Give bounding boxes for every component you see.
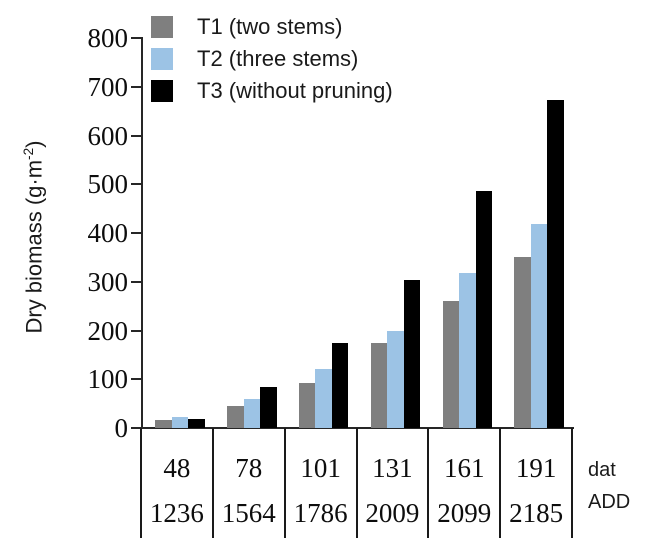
t3-swatch-icon bbox=[151, 80, 173, 102]
bar-series2-group4 bbox=[387, 330, 404, 428]
bar-series1-group3 bbox=[298, 382, 316, 428]
ADD-value-cell: 2009 bbox=[365, 498, 420, 528]
dat-value-cell: 48 bbox=[163, 453, 191, 483]
y-tick-label: 300 bbox=[87, 266, 129, 297]
column-divider bbox=[211, 428, 214, 538]
add-row-label: ADD bbox=[588, 491, 631, 513]
y-tick-label: 100 bbox=[87, 364, 129, 395]
y-axis-title-close-paren: ) bbox=[21, 140, 47, 148]
y-tick-mark bbox=[131, 427, 141, 429]
t1-swatch-icon bbox=[151, 16, 173, 38]
y-tick-mark bbox=[131, 378, 141, 381]
bar-series2-group6 bbox=[530, 223, 548, 428]
bar-series3-group1 bbox=[188, 418, 205, 428]
y-tick-mark bbox=[131, 280, 141, 283]
y-axis-line bbox=[141, 37, 143, 429]
ADD-value-cell: 1786 bbox=[293, 498, 348, 528]
bar-series2-group5 bbox=[459, 272, 476, 428]
legend-item-t1: T1 (two stems) bbox=[151, 16, 393, 38]
ADD-value-cell: 1564 bbox=[221, 498, 276, 528]
dat-value-cell: 101 bbox=[300, 453, 341, 483]
dat-row-label: dat bbox=[588, 459, 616, 481]
y-axis-title-superscript: -2 bbox=[21, 147, 36, 160]
y-tick-mark bbox=[131, 85, 141, 88]
legend-label-t3: T3 (without pruning) bbox=[197, 78, 393, 103]
legend-item-t2: T2 (three stems) bbox=[151, 48, 393, 70]
y-tick-label: 500 bbox=[87, 169, 129, 200]
bar-series1-group5 bbox=[442, 300, 459, 428]
y-tick-mark bbox=[131, 329, 141, 332]
y-tick-label: 0 bbox=[114, 413, 129, 443]
bar-series1-group4 bbox=[370, 342, 388, 428]
t2-swatch-icon bbox=[151, 48, 173, 70]
bar-series1-group2 bbox=[227, 405, 244, 428]
column-divider bbox=[499, 428, 502, 538]
y-tick-label: 600 bbox=[87, 120, 129, 151]
bar-series2-group1 bbox=[171, 416, 189, 428]
y-tick-mark bbox=[131, 134, 141, 137]
y-tick-label: 700 bbox=[87, 71, 129, 102]
dat-value-cell: 78 bbox=[235, 453, 263, 483]
legend-item-t3: T3 (without pruning) bbox=[151, 80, 393, 102]
bar-series1-group6 bbox=[514, 257, 531, 428]
column-divider bbox=[283, 428, 286, 538]
y-tick-label: 400 bbox=[87, 218, 129, 248]
dat-value-cell: 191 bbox=[515, 453, 557, 483]
bar-series1-group1 bbox=[155, 419, 172, 428]
y-tick-label: 200 bbox=[87, 315, 129, 346]
bar-series3-group3 bbox=[331, 343, 349, 428]
ADD-value-cell: 2185 bbox=[509, 498, 564, 528]
bar-series2-group2 bbox=[243, 399, 260, 428]
legend-label-t1: T1 (two stems) bbox=[197, 14, 343, 39]
column-divider bbox=[355, 428, 358, 538]
legend: T1 (two stems) T2 (three stems) T3 (with… bbox=[151, 16, 393, 112]
bar-series3-group2 bbox=[260, 386, 277, 428]
dat-value-cell: 131 bbox=[372, 453, 413, 483]
y-axis-title-text: Dry biomass (g·m bbox=[21, 159, 47, 334]
y-tick-mark bbox=[131, 183, 141, 186]
ADD-value-cell: 1236 bbox=[149, 498, 204, 528]
dat-value-cell: 161 bbox=[443, 453, 485, 483]
y-tick-mark bbox=[131, 232, 141, 234]
column-divider bbox=[140, 428, 142, 538]
column-divider bbox=[427, 428, 430, 538]
ADD-value-cell: 2099 bbox=[437, 498, 492, 528]
bar-series2-group3 bbox=[315, 368, 332, 428]
y-tick-mark bbox=[131, 37, 141, 39]
legend-label-t2: T2 (three stems) bbox=[197, 46, 359, 71]
bar-series3-group4 bbox=[403, 280, 421, 428]
x-axis-line bbox=[133, 427, 574, 429]
y-axis-title: Dry biomass (g·m-2) bbox=[21, 37, 51, 437]
bar-series3-group5 bbox=[475, 191, 492, 428]
y-tick-label: 800 bbox=[87, 23, 129, 53]
column-divider bbox=[571, 428, 573, 538]
bar-series3-group6 bbox=[547, 100, 564, 428]
